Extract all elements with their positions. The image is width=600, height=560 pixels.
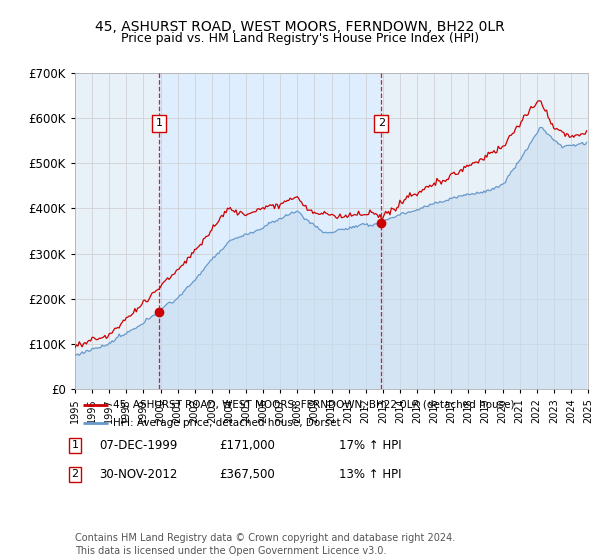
Text: Price paid vs. HM Land Registry's House Price Index (HPI): Price paid vs. HM Land Registry's House … <box>121 32 479 45</box>
Text: £171,000: £171,000 <box>219 438 275 452</box>
Text: Contains HM Land Registry data © Crown copyright and database right 2024.
This d: Contains HM Land Registry data © Crown c… <box>75 533 455 556</box>
Text: 2: 2 <box>377 118 385 128</box>
Text: 17% ↑ HPI: 17% ↑ HPI <box>339 438 401 452</box>
Bar <box>159 73 381 389</box>
Text: 1: 1 <box>155 118 163 128</box>
Text: 30-NOV-2012: 30-NOV-2012 <box>99 468 178 481</box>
Text: £367,500: £367,500 <box>219 468 275 481</box>
Text: 45, ASHURST ROAD, WEST MOORS, FERNDOWN, BH22 0LR: 45, ASHURST ROAD, WEST MOORS, FERNDOWN, … <box>95 20 505 34</box>
Text: 13% ↑ HPI: 13% ↑ HPI <box>339 468 401 481</box>
Text: 07-DEC-1999: 07-DEC-1999 <box>99 438 178 452</box>
Text: HPI: Average price, detached house, Dorset: HPI: Average price, detached house, Dors… <box>113 418 341 428</box>
Text: 45, ASHURST ROAD, WEST MOORS, FERNDOWN, BH22 0LR (detached house): 45, ASHURST ROAD, WEST MOORS, FERNDOWN, … <box>113 400 515 409</box>
Text: 1: 1 <box>71 440 79 450</box>
Text: 2: 2 <box>71 469 79 479</box>
